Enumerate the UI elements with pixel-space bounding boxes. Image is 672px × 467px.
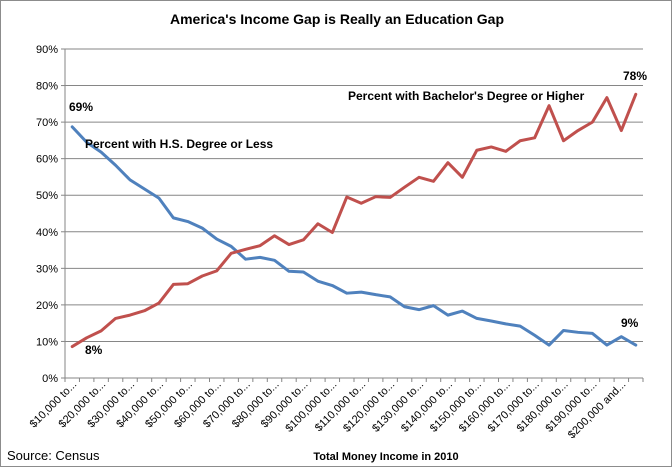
series-label-hs: Percent with H.S. Degree or Less [85, 137, 273, 151]
y-tick-label: 20% [36, 300, 58, 312]
source-note: Source: Census [7, 448, 100, 463]
y-tick-label: 30% [36, 263, 58, 275]
y-axis-ticks: 0% 10% 20% 30% 40% 50% 60% 70% 80% 90% [36, 44, 65, 385]
annotation-hs-start: 69% [69, 100, 93, 114]
y-tick-label: 10% [36, 336, 58, 348]
y-tick-label: 0% [42, 373, 58, 385]
y-tick-label: 50% [36, 190, 58, 202]
series-line-bachelors-or-higher [70, 92, 638, 349]
y-tick-label: 40% [36, 227, 58, 239]
y-tick-label: 70% [36, 117, 58, 129]
chart-title: America's Income Gap is Really an Educat… [170, 11, 504, 27]
series-line-hs-or-less [70, 125, 638, 347]
y-tick-label: 90% [36, 44, 58, 56]
y-tick-label: 80% [36, 81, 58, 93]
x-axis-ticks: $10,000 to...$20,000 to...$30,000 to...$… [28, 378, 644, 441]
y-tick-label: 60% [36, 154, 58, 166]
annotation-bachelors-end: 78% [623, 69, 647, 83]
series-lines [70, 92, 638, 349]
gridlines [65, 48, 643, 342]
series-label-bachelors: Percent with Bachelor's Degree or Higher [348, 89, 585, 103]
x-axis-label: Total Money Income in 2010 [313, 451, 458, 463]
annotation-bachelors-start: 8% [85, 343, 103, 357]
annotation-hs-end: 9% [621, 316, 639, 330]
